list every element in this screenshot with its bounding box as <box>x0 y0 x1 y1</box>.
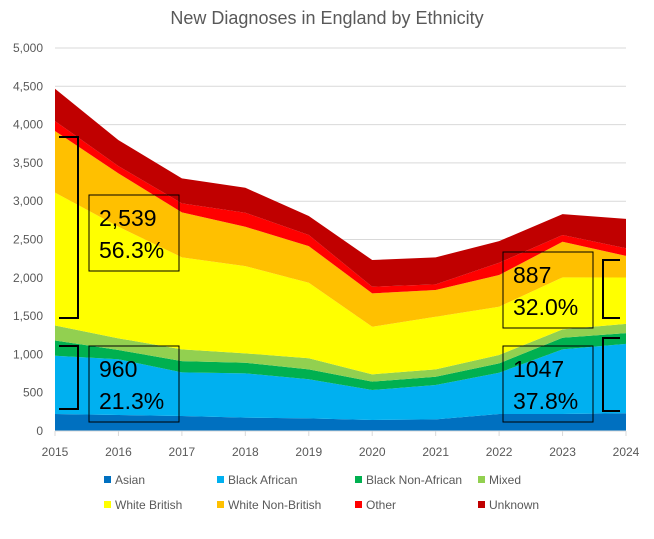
x-tick-label: 2015 <box>42 445 69 459</box>
legend-swatch <box>478 501 485 508</box>
area-white-non-british <box>55 131 626 327</box>
legend-label: Mixed <box>489 473 521 487</box>
annotation-value: 2,539 <box>99 205 157 231</box>
y-tick-label: 2,500 <box>13 233 43 247</box>
area-asian <box>55 413 626 431</box>
x-tick-label: 2020 <box>359 445 386 459</box>
x-tick-label: 2018 <box>232 445 259 459</box>
legend-label: Black Non-African <box>366 473 462 487</box>
x-tick-label: 2023 <box>549 445 576 459</box>
bracket <box>59 345 79 410</box>
annotation-percent: 37.8% <box>513 388 578 414</box>
annotation-box <box>88 194 180 272</box>
chart-title: New Diagnoses in England by Ethnicity <box>170 8 483 28</box>
legend-swatch <box>355 476 362 483</box>
y-tick-label: 1,000 <box>13 347 43 361</box>
annotation-percent: 21.3% <box>99 388 164 414</box>
legend-label: Asian <box>115 473 145 487</box>
y-tick-label: 4,500 <box>13 79 43 93</box>
annotation-value: 1047 <box>513 356 564 382</box>
annotation-percent: 56.3% <box>99 237 164 263</box>
y-tick-label: 1,500 <box>13 309 43 323</box>
y-tick-label: 5,000 <box>13 41 43 55</box>
legend-label: White Non-British <box>228 498 321 512</box>
y-tick-label: 3,500 <box>13 156 43 170</box>
y-tick-label: 500 <box>23 386 43 400</box>
area-unknown <box>55 88 626 287</box>
x-tick-label: 2017 <box>169 445 196 459</box>
area-mixed <box>55 323 626 382</box>
annotation-box <box>502 251 594 329</box>
x-tick-label: 2024 <box>613 445 640 459</box>
area-black-non-african <box>55 333 626 391</box>
y-tick-label: 0 <box>36 424 43 438</box>
annotation-value: 887 <box>513 262 551 288</box>
legend-swatch <box>217 476 224 483</box>
bracket <box>602 337 620 412</box>
y-tick-label: 3,000 <box>13 194 43 208</box>
legend-swatch <box>355 501 362 508</box>
y-tick-label: 2,000 <box>13 271 43 285</box>
y-tick-label: 4,000 <box>13 118 43 132</box>
annotation-box <box>88 345 180 423</box>
x-tick-label: 2021 <box>422 445 449 459</box>
legend-label: White British <box>115 498 182 512</box>
legend-label: Unknown <box>489 498 539 512</box>
legend-swatch <box>217 501 224 508</box>
annotation-value: 960 <box>99 356 137 382</box>
bracket <box>59 136 79 319</box>
x-tick-label: 2019 <box>295 445 322 459</box>
annotation-percent: 32.0% <box>513 294 578 320</box>
annotation-box <box>502 345 594 423</box>
legend-label: Black African <box>228 473 297 487</box>
area-white-british <box>55 192 626 375</box>
bracket <box>602 259 620 319</box>
legend-swatch <box>104 501 111 508</box>
legend-swatch <box>478 476 485 483</box>
x-tick-label: 2016 <box>105 445 132 459</box>
area-black-african <box>55 343 626 420</box>
x-tick-label: 2022 <box>486 445 513 459</box>
legend-label: Other <box>366 498 396 512</box>
legend-swatch <box>104 476 111 483</box>
